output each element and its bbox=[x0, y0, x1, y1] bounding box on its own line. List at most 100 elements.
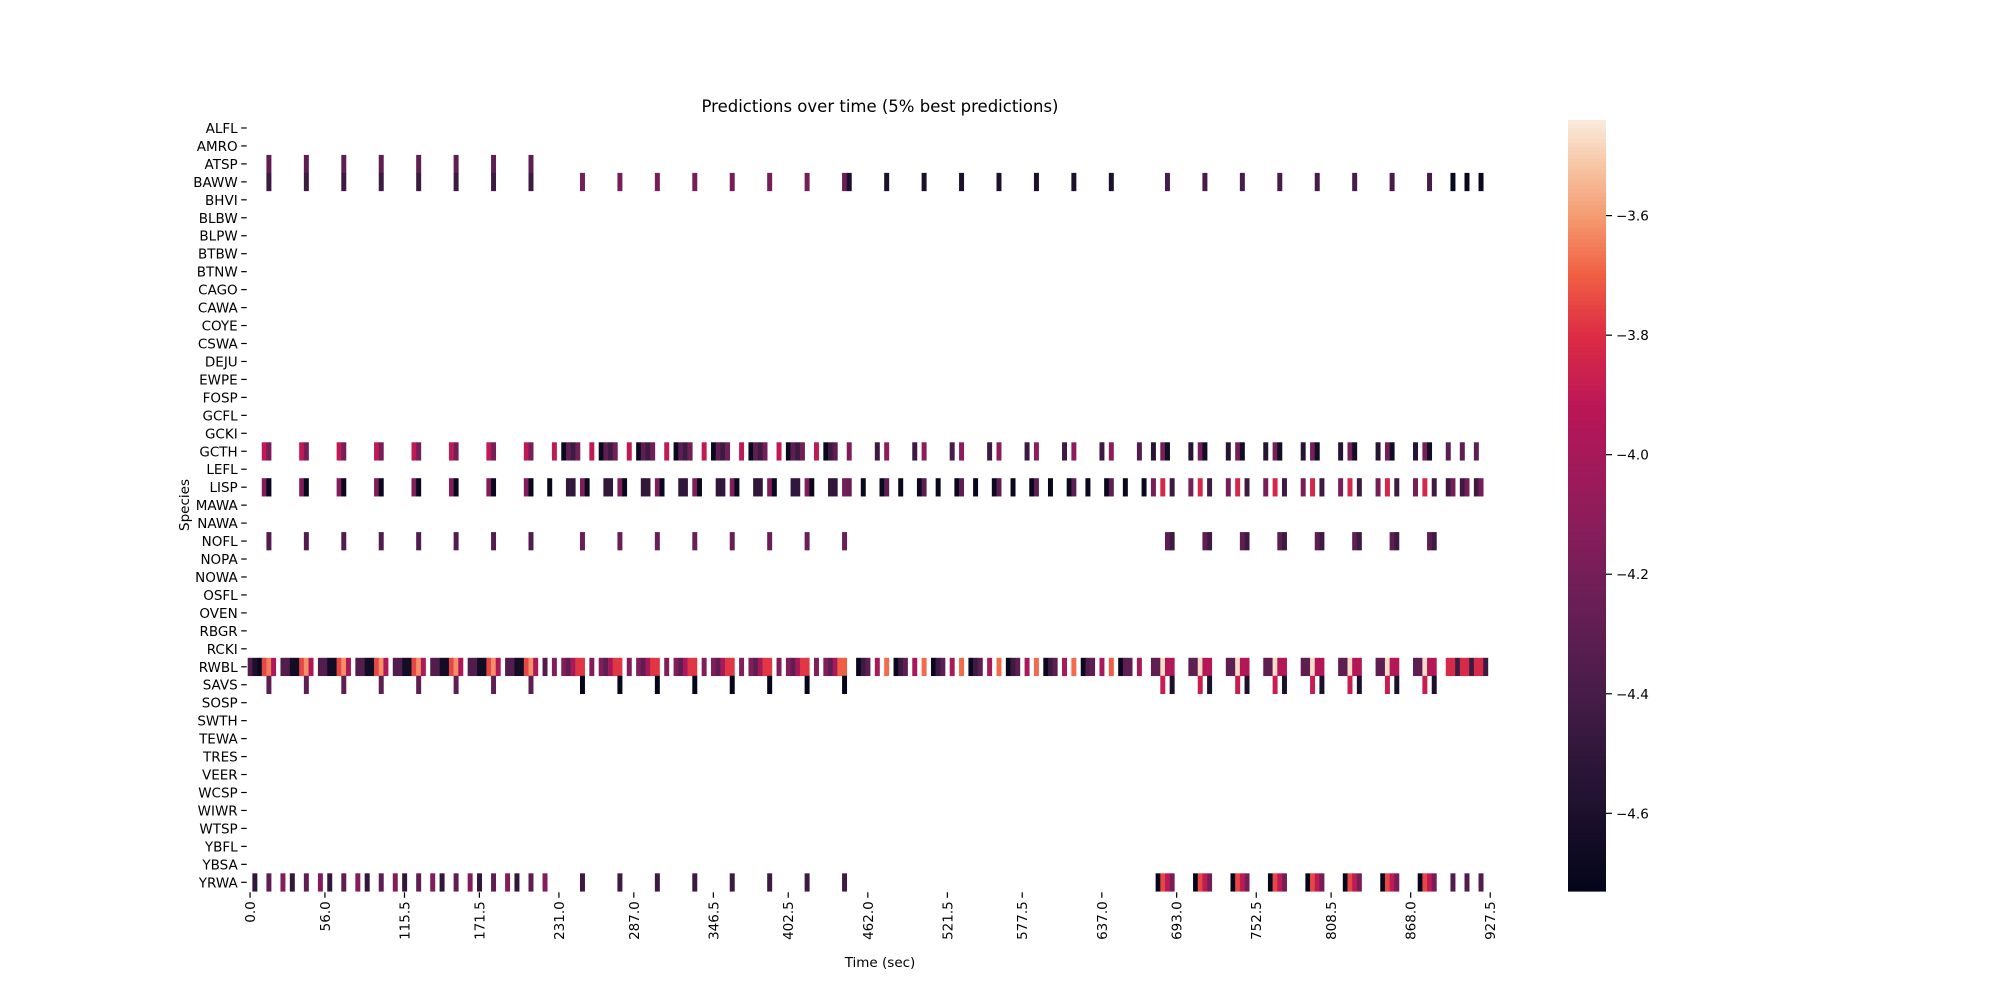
heatmap-cell bbox=[416, 675, 422, 695]
heatmap-cell bbox=[477, 873, 482, 892]
heatmap-cell bbox=[1235, 478, 1241, 497]
colorbar-segment bbox=[1568, 486, 1606, 491]
heatmap-cell bbox=[603, 657, 609, 677]
colorbar-segment bbox=[1568, 806, 1606, 811]
heatmap-cell bbox=[762, 657, 768, 677]
heatmap-cell bbox=[430, 873, 436, 892]
heatmap-cell bbox=[767, 657, 773, 677]
heatmap-cell bbox=[692, 873, 698, 892]
heatmap-cell bbox=[996, 478, 1002, 497]
heatmap-cell bbox=[1431, 478, 1437, 497]
colorbar-segment bbox=[1568, 852, 1606, 857]
heatmap-cell bbox=[1197, 442, 1203, 461]
heatmap-cell bbox=[612, 657, 618, 677]
heatmap-cell bbox=[1062, 657, 1067, 677]
colorbar-segment bbox=[1568, 216, 1606, 221]
heatmap-cell bbox=[715, 657, 721, 677]
colorbar-segment bbox=[1568, 131, 1606, 137]
heatmap-cell bbox=[1033, 442, 1039, 461]
heatmap-cell bbox=[1464, 172, 1470, 192]
heatmap-cell bbox=[1155, 657, 1161, 677]
heatmap-cell bbox=[828, 478, 833, 497]
heatmap-cell bbox=[1108, 657, 1114, 677]
colorbar-segment bbox=[1568, 559, 1606, 564]
heatmap-cell bbox=[406, 657, 412, 677]
heatmap-cell bbox=[617, 675, 623, 695]
heatmap-cell bbox=[1459, 657, 1465, 677]
heatmap-cell bbox=[734, 478, 740, 497]
heatmap-cell bbox=[1310, 873, 1316, 892]
heatmap-cell bbox=[1394, 478, 1400, 497]
colorbar-segment bbox=[1568, 675, 1606, 680]
heatmap-cell bbox=[327, 657, 333, 677]
heatmap-cell bbox=[1015, 657, 1021, 677]
heatmap-cell bbox=[608, 442, 614, 461]
colorbar-segment bbox=[1568, 721, 1606, 726]
colorbar-segment bbox=[1568, 127, 1606, 133]
heatmap-cell bbox=[650, 657, 656, 677]
colorbar-segment bbox=[1568, 393, 1606, 399]
colorbar-segment bbox=[1568, 756, 1606, 761]
y-tick-label: GCFL bbox=[203, 408, 239, 424]
colorbar-segment bbox=[1568, 351, 1606, 356]
heatmap-cell bbox=[692, 657, 698, 677]
heatmap-cell bbox=[729, 657, 735, 677]
heatmap-cell bbox=[1225, 657, 1231, 677]
heatmap-cell bbox=[804, 532, 810, 551]
heatmap-cell bbox=[336, 657, 342, 677]
colorbar-segment bbox=[1568, 717, 1606, 722]
colorbar-segment bbox=[1568, 644, 1606, 649]
heatmap-cell bbox=[1352, 172, 1358, 192]
heatmap-cell bbox=[505, 873, 511, 892]
colorbar-segment bbox=[1568, 879, 1606, 884]
y-tick-label: COYE bbox=[202, 319, 238, 335]
heatmap-cell bbox=[987, 442, 993, 461]
heatmap-cell bbox=[374, 657, 380, 677]
colorbar-segment bbox=[1568, 197, 1606, 202]
heatmap-cell bbox=[860, 478, 866, 497]
colorbar-segment bbox=[1568, 640, 1606, 645]
heatmap-cell bbox=[813, 657, 819, 677]
heatmap-cell bbox=[1347, 657, 1353, 677]
heatmap-cell bbox=[491, 675, 497, 695]
heatmap-cell bbox=[767, 532, 773, 551]
colorbar bbox=[1568, 120, 1606, 892]
colorbar-segment bbox=[1568, 651, 1606, 657]
heatmap-cell bbox=[884, 478, 890, 497]
heatmap-cell bbox=[767, 675, 773, 695]
heatmap-cell bbox=[448, 657, 454, 677]
heatmap-cell bbox=[1356, 873, 1362, 892]
heatmap-cell bbox=[753, 657, 759, 677]
heatmap-cell bbox=[640, 442, 646, 461]
heatmap-cell bbox=[757, 657, 763, 677]
heatmap-cell bbox=[673, 442, 679, 461]
heatmap-cell bbox=[790, 657, 796, 677]
colorbar-segment bbox=[1568, 536, 1606, 541]
x-tick-label: 521.5 bbox=[940, 901, 956, 940]
heatmap-cell bbox=[542, 657, 548, 677]
heatmap-cell bbox=[1263, 478, 1269, 497]
colorbar-segment bbox=[1568, 185, 1606, 190]
heatmap-cell bbox=[1160, 657, 1166, 677]
heatmap-cell bbox=[1389, 172, 1395, 192]
heatmap-cell bbox=[491, 154, 497, 174]
colorbar-segment bbox=[1568, 571, 1606, 576]
heatmap-cell bbox=[1389, 873, 1395, 892]
heatmap-cell bbox=[884, 442, 890, 461]
heatmap-cell bbox=[1150, 657, 1156, 677]
heatmap-cell bbox=[795, 442, 801, 461]
heatmap-cell bbox=[481, 657, 487, 677]
heatmap-cell bbox=[1417, 873, 1423, 892]
colorbar-segment bbox=[1568, 524, 1606, 530]
heatmap-cell bbox=[837, 657, 843, 677]
heatmap-cell bbox=[856, 657, 862, 677]
heatmap-cell bbox=[565, 657, 571, 677]
heatmap-cell bbox=[1047, 478, 1053, 497]
y-tick-label: GCTH bbox=[199, 444, 237, 460]
heatmap-cell bbox=[589, 442, 595, 461]
colorbar-segment bbox=[1568, 648, 1606, 653]
heatmap-cell bbox=[1347, 478, 1353, 497]
x-tick-label: 637.0 bbox=[1095, 901, 1111, 940]
heatmap-cell bbox=[832, 478, 838, 497]
x-tick-label: 346.5 bbox=[706, 901, 722, 940]
